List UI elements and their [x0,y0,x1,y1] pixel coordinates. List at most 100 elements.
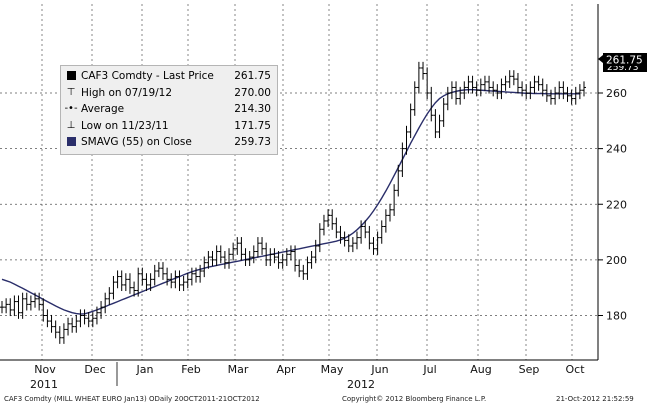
price-bar [544,84,549,102]
price-bar [20,292,25,319]
price-bar [49,314,54,333]
price-bar [371,237,376,255]
price-bar [359,220,364,244]
price-bar [86,312,91,328]
price-bar [367,225,372,250]
price-bar [383,209,388,233]
y-tick-label: 200 [606,254,627,267]
price-bar [33,292,38,308]
footer-security-info: CAF3 Comdty (MILL WHEAT EURO Jan13) ODai… [4,395,260,403]
price-bar [416,61,421,94]
y-tick-label: 260 [606,87,627,100]
price-bar [354,231,359,250]
price-bar [206,250,211,269]
price-bar [66,317,71,336]
legend-label: Average [81,103,125,115]
price-bar [235,237,240,255]
price-bar [8,298,13,317]
price-bar [321,214,326,236]
price-bar [313,239,318,264]
price-bar [119,270,124,292]
price-bar [437,114,442,139]
price-bar [499,78,504,100]
price-bar [565,86,570,102]
price-bar [507,70,512,88]
price-bar [45,309,50,328]
price-bar [491,81,496,97]
legend-value: 261.75 [234,70,271,82]
price-bar [82,309,87,325]
price-bar [115,270,120,289]
price-bar [152,264,157,286]
price-bar [177,270,182,292]
price-bar [582,81,586,97]
x-month-label: Oct [565,363,585,376]
price-bar [276,250,281,269]
legend-row-average: -•- Average 214.30 [61,101,277,118]
price-bar [326,209,331,228]
x-month-label: May [321,363,344,376]
legend-row-sma: SMAVG (55) on Close 259.73 [61,134,277,151]
price-bar [503,75,508,91]
price-bar [346,234,351,253]
price-bar [12,295,17,317]
price-bar [202,256,207,278]
last-price-badge-box [603,53,647,66]
price-bar [214,245,219,266]
price-bar [478,78,483,97]
price-bar [396,164,401,197]
y-tick-labels: 180 200 220 240 260 [598,87,627,323]
x-year-label: 2012 [347,378,375,391]
price-bar [474,81,479,97]
price-bar [557,81,562,100]
price-bar [160,262,165,280]
price-bar [577,84,582,100]
price-bar [441,98,446,127]
price-bar [297,259,302,278]
price-bar [70,317,75,333]
price-bar [548,89,553,105]
price-bar [392,184,397,216]
price-bar [136,267,141,297]
price-bar [458,86,463,105]
price-bar [144,273,149,292]
price-bar [189,267,194,286]
chart-footer: CAF3 Comdty (MILL WHEAT EURO Jan13) ODai… [0,392,649,406]
legend-row-last-price: CAF3 Comdty - Last Price 261.75 [61,68,277,85]
price-bar [301,264,306,280]
price-bar [429,86,434,122]
price-bar [53,320,58,339]
price-bar [173,270,178,289]
price-bar [338,225,343,244]
price-bar [421,61,426,80]
price-bar [408,103,413,139]
price-bar [198,264,203,283]
price-bar [260,237,265,255]
price-bar [181,276,186,292]
price-bar [569,89,574,105]
price-bar [470,75,475,94]
price-bar [61,323,66,344]
price-bar [74,314,79,333]
price-bar [140,267,145,286]
price-bar [350,237,355,253]
average-marker-icon: -•- [64,103,78,114]
price-bar [185,273,190,289]
price-bar [239,237,244,261]
price-bar [466,75,471,94]
price-bar [404,125,409,155]
price-bar [462,81,467,100]
price-bar [305,256,310,280]
sma-swatch-icon [63,134,79,151]
legend-label: High on 07/19/12 [81,86,173,99]
legend-value: 171.75 [234,119,271,132]
price-bar [388,203,392,222]
price-bar [94,306,99,325]
price-bar [433,109,438,139]
price-bar [4,298,9,314]
price-bar [363,220,368,239]
legend-value: 259.73 [234,136,271,148]
price-bar [57,326,62,344]
price-bar [293,245,298,272]
